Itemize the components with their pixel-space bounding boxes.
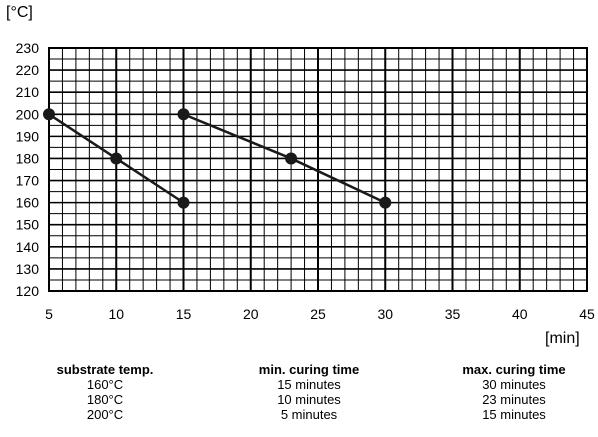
x-tick-label: 45 [579,306,595,322]
y-tick-label: 140 [16,239,40,255]
y-tick-label: 210 [16,84,40,100]
y-tick-label: 160 [16,195,40,211]
data-point [379,196,392,209]
y-tick-label: 190 [16,128,40,144]
table-column-substrate-temp: substrate temp. 160°C 180°C 200°C [30,362,180,422]
data-point [110,152,123,165]
table-cell: 10 minutes [277,392,341,407]
table-column-min-curing-time: min. curing time 15 minutes 10 minutes 5… [234,362,384,422]
y-tick-label: 170 [16,173,40,189]
y-tick-label: 150 [16,217,40,233]
x-tick-label: 35 [445,306,461,322]
x-tick-label: 30 [377,306,393,322]
data-point [43,108,55,121]
data-point [177,108,190,121]
x-tick-label: 5 [45,306,53,322]
table-cell: 15 minutes [482,407,546,422]
x-tick-label: 20 [243,306,259,322]
x-axis-unit-label: [min] [545,330,580,347]
data-point [177,196,190,209]
x-tick-label: 10 [108,306,124,322]
table-column-max-curing-time: max. curing time 30 minutes 23 minutes 1… [439,362,589,422]
x-tick-label: 25 [310,306,326,322]
table-cell: 30 minutes [482,377,546,392]
table-cell: 15 minutes [277,377,341,392]
y-tick-label: 120 [16,283,40,299]
y-tick-label: 220 [16,62,40,78]
table-cell: 160°C [86,377,124,392]
table-header: min. curing time [258,362,360,377]
x-tick-label: 40 [512,306,528,322]
table-header: max. curing time [462,362,566,377]
x-tick-label: 15 [176,306,192,322]
plot-frame [48,47,588,292]
table-cell: 180°C [86,392,124,407]
y-tick-label: 200 [16,106,40,122]
table-cell: 23 minutes [482,392,546,407]
data-point [285,152,298,165]
y-tick-label: 230 [16,40,40,56]
table-cell: 200°C [86,407,124,422]
curing-time-chart: 120 130 140 150 160 170 180 190 200 210 220 230 5 10 1… [16,40,595,322]
table-header: substrate temp. [56,362,154,377]
table-cell: 5 minutes [280,407,338,422]
y-tick-label: 180 [16,150,40,166]
y-axis-unit-label: [°C] [6,4,33,21]
y-tick-label: 130 [16,261,40,277]
